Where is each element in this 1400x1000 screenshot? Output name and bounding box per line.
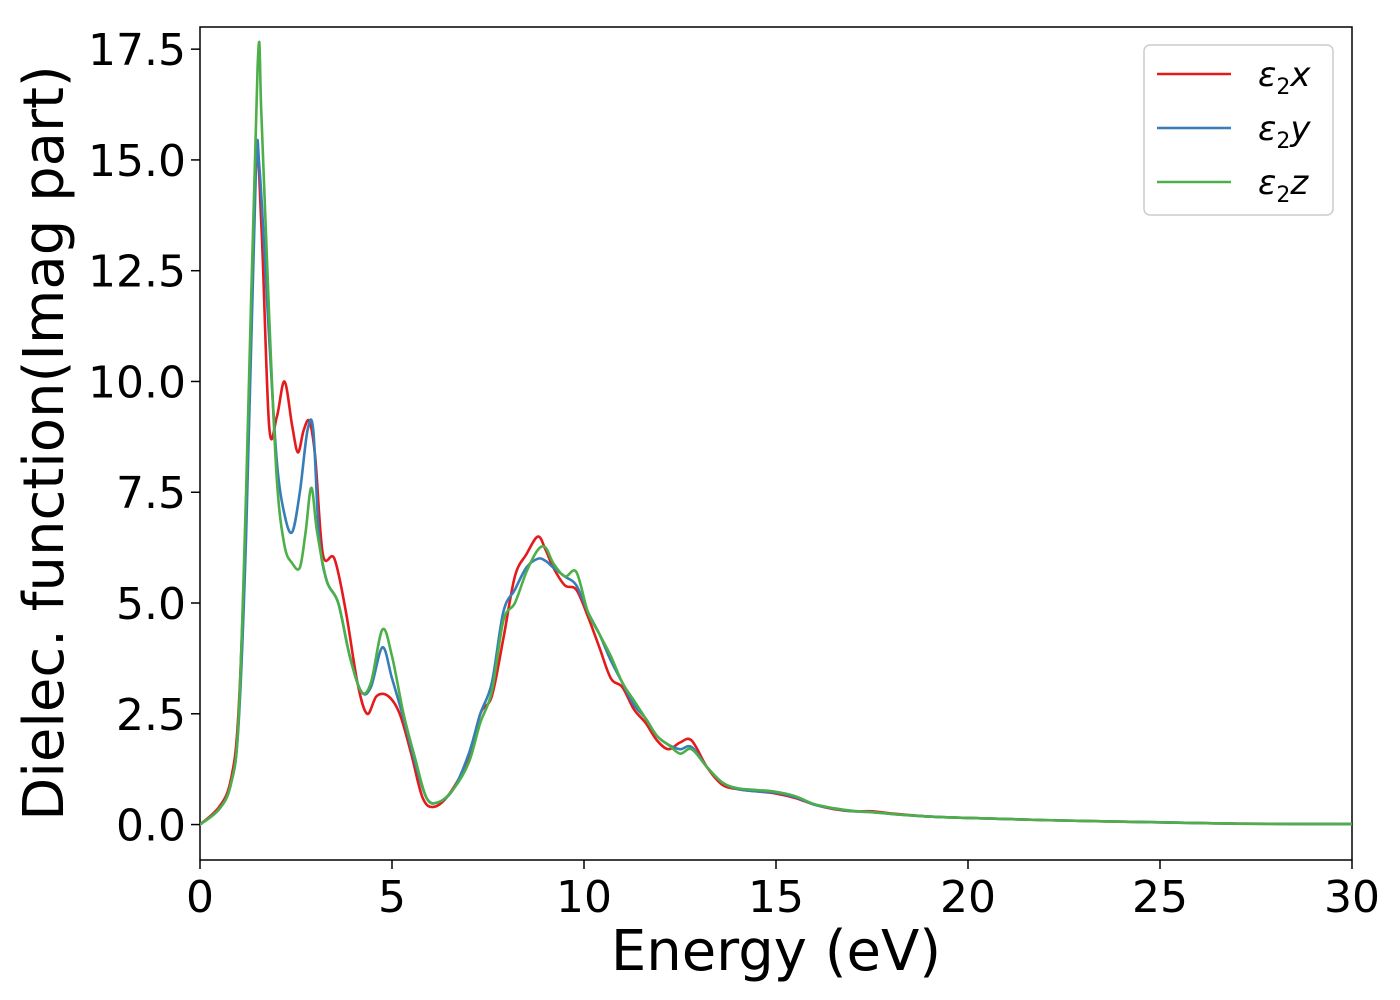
x-tick-label: 20 xyxy=(940,872,996,923)
x-axis-title: Energy (eV) xyxy=(611,919,941,984)
series-layer xyxy=(200,40,1352,826)
y-tick-label: 0.0 xyxy=(116,801,186,852)
legend-label-axis: x xyxy=(1289,55,1311,95)
y-tick-label: 2.5 xyxy=(116,690,186,741)
x-tick-label: 10 xyxy=(556,872,612,923)
y-tick-label: 7.5 xyxy=(116,468,186,519)
legend-label-axis: z xyxy=(1289,163,1309,203)
series-line-y xyxy=(200,138,1352,826)
y-axis: 0.0 2.5 5.0 7.5 10.0 12.5 15.0 17.5 xyxy=(88,25,200,852)
x-tick-label: 5 xyxy=(378,872,406,923)
legend-label-x: ε2x xyxy=(1258,55,1311,100)
x-tick-label: 15 xyxy=(748,872,804,923)
legend-label-subscript: 2 xyxy=(1276,129,1290,154)
legend-label-subscript: 2 xyxy=(1276,75,1290,100)
legend-label-base: ε xyxy=(1258,55,1276,95)
x-axis: 0 5 10 15 20 25 30 xyxy=(186,860,1380,923)
x-tick-label: 25 xyxy=(1132,872,1188,923)
legend-label-y: ε2y xyxy=(1258,109,1311,154)
y-tick-label: 12.5 xyxy=(88,247,186,298)
legend-label-base: ε xyxy=(1258,109,1276,149)
series-line-z xyxy=(200,40,1352,826)
y-tick-label: 17.5 xyxy=(88,25,186,76)
x-tick-label: 0 xyxy=(186,872,214,923)
y-tick-label: 5.0 xyxy=(116,579,186,630)
legend-box xyxy=(1143,44,1334,216)
series-line-x xyxy=(200,150,1352,826)
legend-label-base: ε xyxy=(1258,163,1276,203)
y-axis-title: Dielec. function(Imag part) xyxy=(12,65,77,821)
legend-label-z: ε2z xyxy=(1258,163,1309,208)
legend-label-subscript: 2 xyxy=(1276,183,1290,208)
y-tick-label: 10.0 xyxy=(88,357,186,408)
y-tick-label: 15.0 xyxy=(88,136,186,187)
legend-label-axis: y xyxy=(1289,109,1311,149)
x-tick-label: 30 xyxy=(1324,872,1380,923)
